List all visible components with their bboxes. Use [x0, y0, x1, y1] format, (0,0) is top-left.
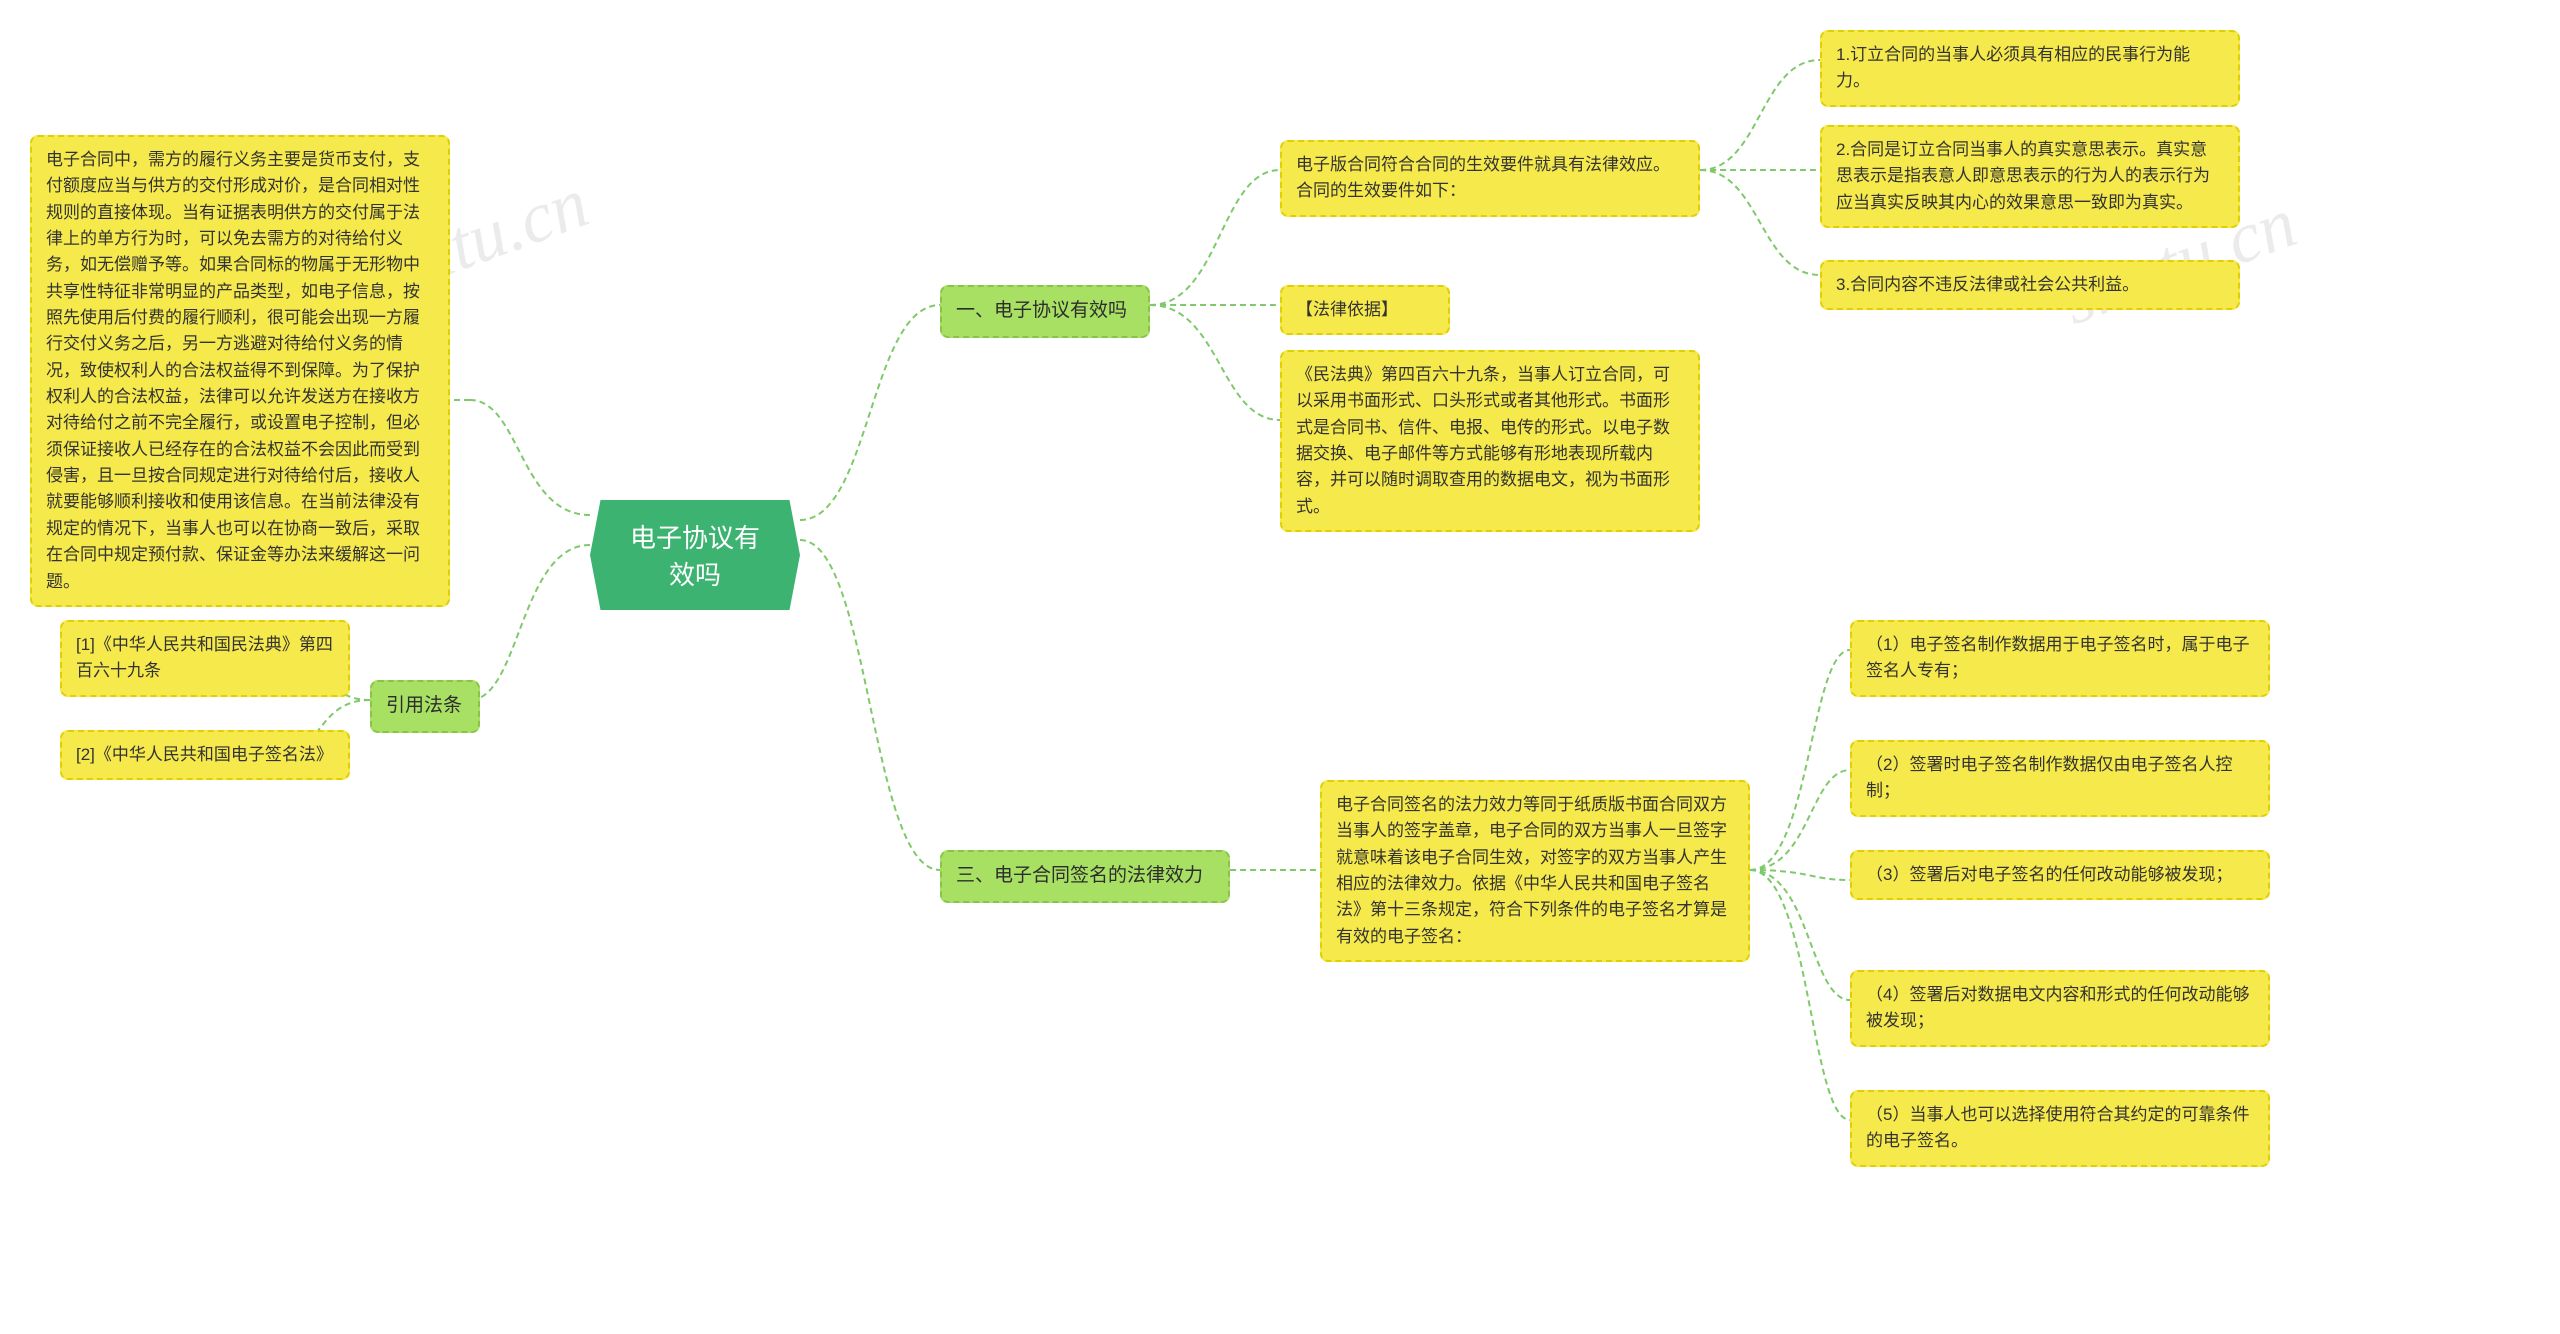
b3-c1-s1: （1）电子签名制作数据用于电子签名时，属于电子签名人专有； [1850, 620, 2270, 697]
ref-child1: [1]《中华人民共和国民法典》第四百六十九条 [60, 620, 350, 697]
branch-3-label: 三、电子合同签名的法律效力 [956, 865, 1203, 886]
b2-child1: 电子合同中，需方的履行义务主要是货币支付，支付额度应当与供方的交付形成对价，是合… [30, 135, 450, 607]
b3-child1: 电子合同签名的法力效力等同于纸质版书面合同双方当事人的签字盖章，电子合同的双方当… [1320, 780, 1750, 962]
b2-child1-text: 电子合同中，需方的履行义务主要是货币支付，支付额度应当与供方的交付形成对价，是合… [46, 150, 420, 591]
branch-1: 一、电子协议有效吗 [940, 285, 1150, 338]
b3-c1-s5-text: （5）当事人也可以选择使用符合其约定的可靠条件的电子签名。 [1866, 1105, 2249, 1150]
b3-c1-s1-text: （1）电子签名制作数据用于电子签名时，属于电子签名人专有； [1866, 635, 2249, 680]
b3-c1-s2: （2）签署时电子签名制作数据仅由电子签名人控制； [1850, 740, 2270, 817]
b3-c1-s2-text: （2）签署时电子签名制作数据仅由电子签名人控制； [1866, 755, 2232, 800]
b3-child1-text: 电子合同签名的法力效力等同于纸质版书面合同双方当事人的签字盖章，电子合同的双方当… [1336, 795, 1727, 946]
b1-c1-s2-text: 2.合同是订立合同当事人的真实意思表示。真实意思表示是指表意人即意思表示的行为人… [1836, 140, 2210, 212]
b1-child3: 《民法典》第四百六十九条，当事人订立合同，可以采用书面形式、口头形式或者其他形式… [1280, 350, 1700, 532]
b1-child3-text: 《民法典》第四百六十九条，当事人订立合同，可以采用书面形式、口头形式或者其他形式… [1296, 365, 1670, 516]
b1-child1: 电子版合同符合合同的生效要件就具有法律效应。合同的生效要件如下： [1280, 140, 1700, 217]
ref-child2-text: [2]《中华人民共和国电子签名法》 [76, 745, 333, 764]
branch-3: 三、电子合同签名的法律效力 [940, 850, 1230, 903]
root-node: 电子协议有效吗 [590, 500, 800, 610]
branch-1-label: 一、电子协议有效吗 [956, 300, 1127, 321]
b3-c1-s3: （3）签署后对电子签名的任何改动能够被发现； [1850, 850, 2270, 900]
ref-child2: [2]《中华人民共和国电子签名法》 [60, 730, 350, 780]
b3-c1-s3-text: （3）签署后对电子签名的任何改动能够被发现； [1866, 865, 2232, 884]
root-label: 电子协议有效吗 [630, 523, 760, 590]
b3-c1-s5: （5）当事人也可以选择使用符合其约定的可靠条件的电子签名。 [1850, 1090, 2270, 1167]
ref-child1-text: [1]《中华人民共和国民法典》第四百六十九条 [76, 635, 333, 680]
b3-c1-s4-text: （4）签署后对数据电文内容和形式的任何改动能够被发现； [1866, 985, 2249, 1030]
b1-c1-s3-text: 3.合同内容不违反法律或社会公共利益。 [1836, 275, 2139, 294]
b1-child2: 【法律依据】 [1280, 285, 1450, 335]
branch-ref: 引用法条 [370, 680, 480, 733]
b1-child2-text: 【法律依据】 [1296, 300, 1398, 319]
b1-c1-s2: 2.合同是订立合同当事人的真实意思表示。真实意思表示是指表意人即意思表示的行为人… [1820, 125, 2240, 228]
b1-c1-s1-text: 1.订立合同的当事人必须具有相应的民事行为能力。 [1836, 45, 2190, 90]
b1-c1-s1: 1.订立合同的当事人必须具有相应的民事行为能力。 [1820, 30, 2240, 107]
branch-ref-label: 引用法条 [386, 695, 462, 716]
b3-c1-s4: （4）签署后对数据电文内容和形式的任何改动能够被发现； [1850, 970, 2270, 1047]
b1-child1-text: 电子版合同符合合同的生效要件就具有法律效应。合同的生效要件如下： [1296, 155, 1670, 200]
b1-c1-s3: 3.合同内容不违反法律或社会公共利益。 [1820, 260, 2240, 310]
